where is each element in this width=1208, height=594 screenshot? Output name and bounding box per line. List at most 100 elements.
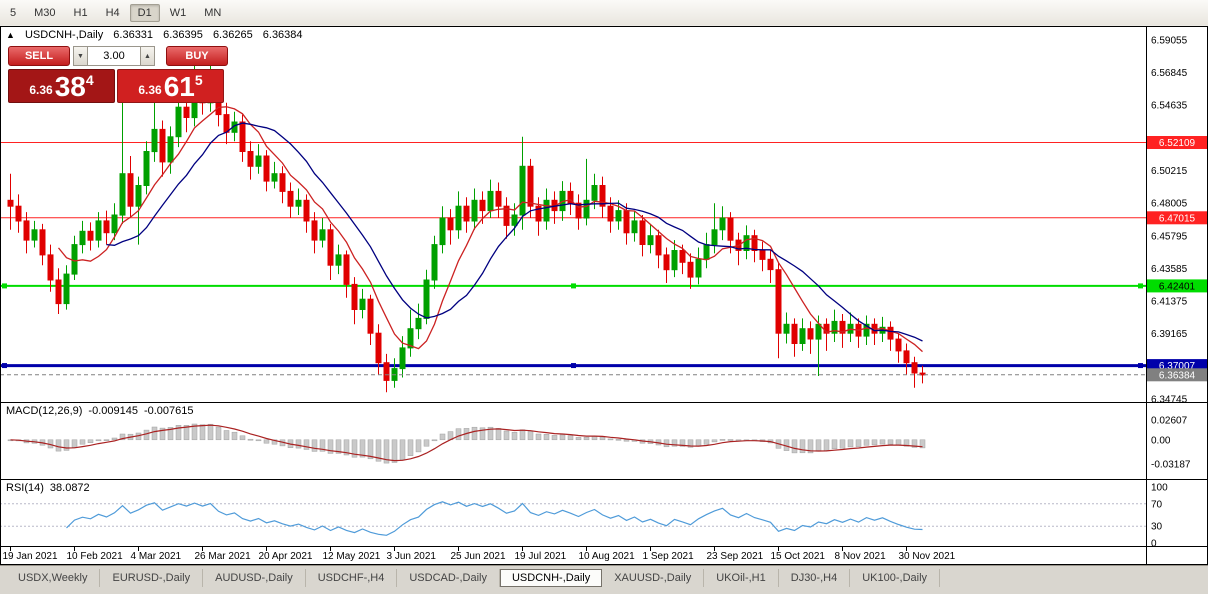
macd-axis: 0.02607 0.00 -0.03187 <box>1151 416 1191 471</box>
svg-text:6.36384: 6.36384 <box>1159 370 1196 381</box>
buy-price-point: 5 <box>194 72 203 88</box>
buy-price-pips: 61 <box>163 71 195 103</box>
rsi-axis: 100 70 30 0 <box>1151 483 1168 550</box>
rsi-line <box>66 501 923 536</box>
chart-tab-ukoil-h1[interactable]: UKOil-,H1 <box>704 569 779 587</box>
svg-text:70: 70 <box>1151 499 1163 510</box>
svg-text:0.02607: 0.02607 <box>1151 416 1188 427</box>
svg-text:6.42401: 6.42401 <box>1159 281 1196 292</box>
chart-tab-dj30-h4[interactable]: DJ30-,H4 <box>779 569 851 587</box>
price-badge: 6.36384 <box>1147 368 1207 382</box>
horizontal-price-lines <box>0 142 1146 369</box>
svg-text:6.48005: 6.48005 <box>1151 199 1188 210</box>
timeframe-button-5[interactable]: 5 <box>10 6 17 19</box>
svg-text:20 Apr 2021: 20 Apr 2021 <box>259 551 313 562</box>
svg-text:0: 0 <box>1151 539 1157 550</box>
ohlc-open-value: 6.36331 <box>113 29 154 41</box>
volume-input[interactable] <box>88 46 140 66</box>
svg-text:6.43585: 6.43585 <box>1151 264 1188 275</box>
buy-price-prefix: 6.36 <box>138 83 162 97</box>
macd-name: MACD(12,26,9) <box>6 405 83 417</box>
chart-window: 6.59055 6.56845 6.54635 6.50215 6.48005 6.457… <box>0 26 1208 565</box>
svg-text:6.45795: 6.45795 <box>1151 231 1188 242</box>
rsi-name: RSI(14) <box>6 482 44 494</box>
svg-text:6.59055: 6.59055 <box>1151 36 1188 47</box>
date-axis: 19 Jan 2021 10 Feb 2021 4 Mar 2021 26 Mar 2… <box>3 546 956 562</box>
sell-price-prefix: 6.36 <box>29 83 53 97</box>
timeframe-button-w1[interactable]: W1 <box>169 6 187 19</box>
chart-tab-usdx-weekly[interactable]: USDX,Weekly <box>6 569 101 587</box>
sell-button[interactable]: SELL <box>8 46 70 66</box>
buy-price-display[interactable]: 6.36 61 5 <box>117 69 224 103</box>
price-badge: 6.42401 <box>1147 279 1207 293</box>
rsi-indicator-label: RSI(14) 38.0872 <box>6 482 96 494</box>
chart-tab-xauusd-daily[interactable]: XAUUSD-,Daily <box>602 569 705 587</box>
sell-price-point: 4 <box>85 72 94 88</box>
timeframe-button-d1[interactable]: D1 <box>129 3 160 22</box>
macd-histogram <box>7 423 926 464</box>
one-click-trading-panel: SELL ▼ ▲ BUY 6.36 38 4 6.36 61 5 <box>8 46 228 103</box>
svg-text:19 Jan 2021: 19 Jan 2021 <box>3 551 58 562</box>
chart-tab-usdcnh-daily[interactable]: USDCNH-,Daily <box>499 569 603 587</box>
svg-text:6.47015: 6.47015 <box>1159 213 1196 224</box>
price-line-6.37007[interactable] <box>0 363 1146 369</box>
svg-text:30: 30 <box>1151 522 1163 533</box>
price-badge: 6.47015 <box>1147 211 1207 225</box>
price-badge: 6.52109 <box>1147 136 1207 149</box>
ma-slow-line <box>106 122 923 342</box>
chart-tab-uk100-daily[interactable]: UK100-,Daily <box>850 569 941 587</box>
svg-text:1 Sep 2021: 1 Sep 2021 <box>643 551 695 562</box>
svg-text:10 Feb 2021: 10 Feb 2021 <box>67 551 124 562</box>
svg-text:26 Mar 2021: 26 Mar 2021 <box>195 551 252 562</box>
svg-text:6.41375: 6.41375 <box>1151 297 1188 308</box>
timeframe-button-h1[interactable]: H1 <box>73 6 88 19</box>
svg-text:30 Nov 2021: 30 Nov 2021 <box>899 551 956 562</box>
macd-signal-value: -0.007615 <box>143 405 194 417</box>
svg-text:6.39165: 6.39165 <box>1151 329 1188 340</box>
svg-text:23 Sep 2021: 23 Sep 2021 <box>707 551 764 562</box>
svg-text:100: 100 <box>1151 483 1168 494</box>
svg-text:25 Jun 2021: 25 Jun 2021 <box>451 551 506 562</box>
svg-text:6.52109: 6.52109 <box>1159 138 1196 149</box>
svg-text:6.54635: 6.54635 <box>1151 101 1188 112</box>
svg-text:0.00: 0.00 <box>1151 435 1171 446</box>
svg-text:4 Mar 2021: 4 Mar 2021 <box>131 551 182 562</box>
sell-price-display[interactable]: 6.36 38 4 <box>8 69 115 103</box>
sell-price-pips: 38 <box>54 71 86 103</box>
buy-button[interactable]: BUY <box>166 46 228 66</box>
svg-text:19 Jul 2021: 19 Jul 2021 <box>515 551 567 562</box>
rsi-value: 38.0872 <box>49 482 90 494</box>
svg-text:6.34745: 6.34745 <box>1151 395 1188 406</box>
one-click-collapse-icon[interactable]: ▲ <box>6 30 15 40</box>
chart-tab-audusd-daily[interactable]: AUDUSD-,Daily <box>203 569 306 587</box>
svg-text:15 Oct 2021: 15 Oct 2021 <box>771 551 826 562</box>
volume-decrease-button[interactable]: ▼ <box>73 46 88 66</box>
chart-ohlc-header: ▲ USDCNH-,Daily 6.36331 6.36395 6.36265 … <box>6 29 310 41</box>
ohlc-high-value: 6.36395 <box>163 29 203 41</box>
svg-text:6.37007: 6.37007 <box>1159 361 1196 372</box>
chart-tab-eurusd-daily[interactable]: EURUSD-,Daily <box>100 569 204 587</box>
ohlc-close-value: 6.36384 <box>262 29 303 41</box>
chart-symbol-label: USDCNH-,Daily <box>24 29 104 41</box>
macd-indicator-label: MACD(12,26,9) -0.009145 -0.007615 <box>6 405 200 417</box>
timeframe-button-m30[interactable]: M30 <box>34 6 56 19</box>
timeframe-button-h4[interactable]: H4 <box>105 6 120 19</box>
price-line-6.42401[interactable] <box>0 283 1146 289</box>
svg-text:8 Nov 2021: 8 Nov 2021 <box>835 551 887 562</box>
chart-canvas[interactable]: 6.59055 6.56845 6.54635 6.50215 6.48005 6.457… <box>0 26 1208 565</box>
chart-tab-usdchf-h4[interactable]: USDCHF-,H4 <box>306 569 398 587</box>
ohlc-low-value: 6.36265 <box>212 29 253 41</box>
volume-increase-button[interactable]: ▲ <box>140 46 155 66</box>
timeframe-toolbar: 5 M30 H1 H4 D1 W1 MN <box>0 0 1208 25</box>
price-axis: 6.59055 6.56845 6.54635 6.50215 6.48005 6.457… <box>1147 36 1207 406</box>
macd-signal-line <box>10 424 923 462</box>
svg-text:10 Aug 2021: 10 Aug 2021 <box>579 551 636 562</box>
chart-tab-usdcad-daily[interactable]: USDCAD-,Daily <box>397 569 500 587</box>
svg-text:12 May 2021: 12 May 2021 <box>323 551 381 562</box>
svg-text:6.56845: 6.56845 <box>1151 68 1188 79</box>
chart-tabs-bar: USDX,Weekly EURUSD-,Daily AUDUSD-,Daily USD… <box>0 565 1208 594</box>
svg-text:6.50215: 6.50215 <box>1151 166 1188 177</box>
macd-main-value: -0.009145 <box>88 405 138 417</box>
volume-control: ▼ ▲ <box>73 46 163 66</box>
timeframe-button-mn[interactable]: MN <box>204 6 222 19</box>
